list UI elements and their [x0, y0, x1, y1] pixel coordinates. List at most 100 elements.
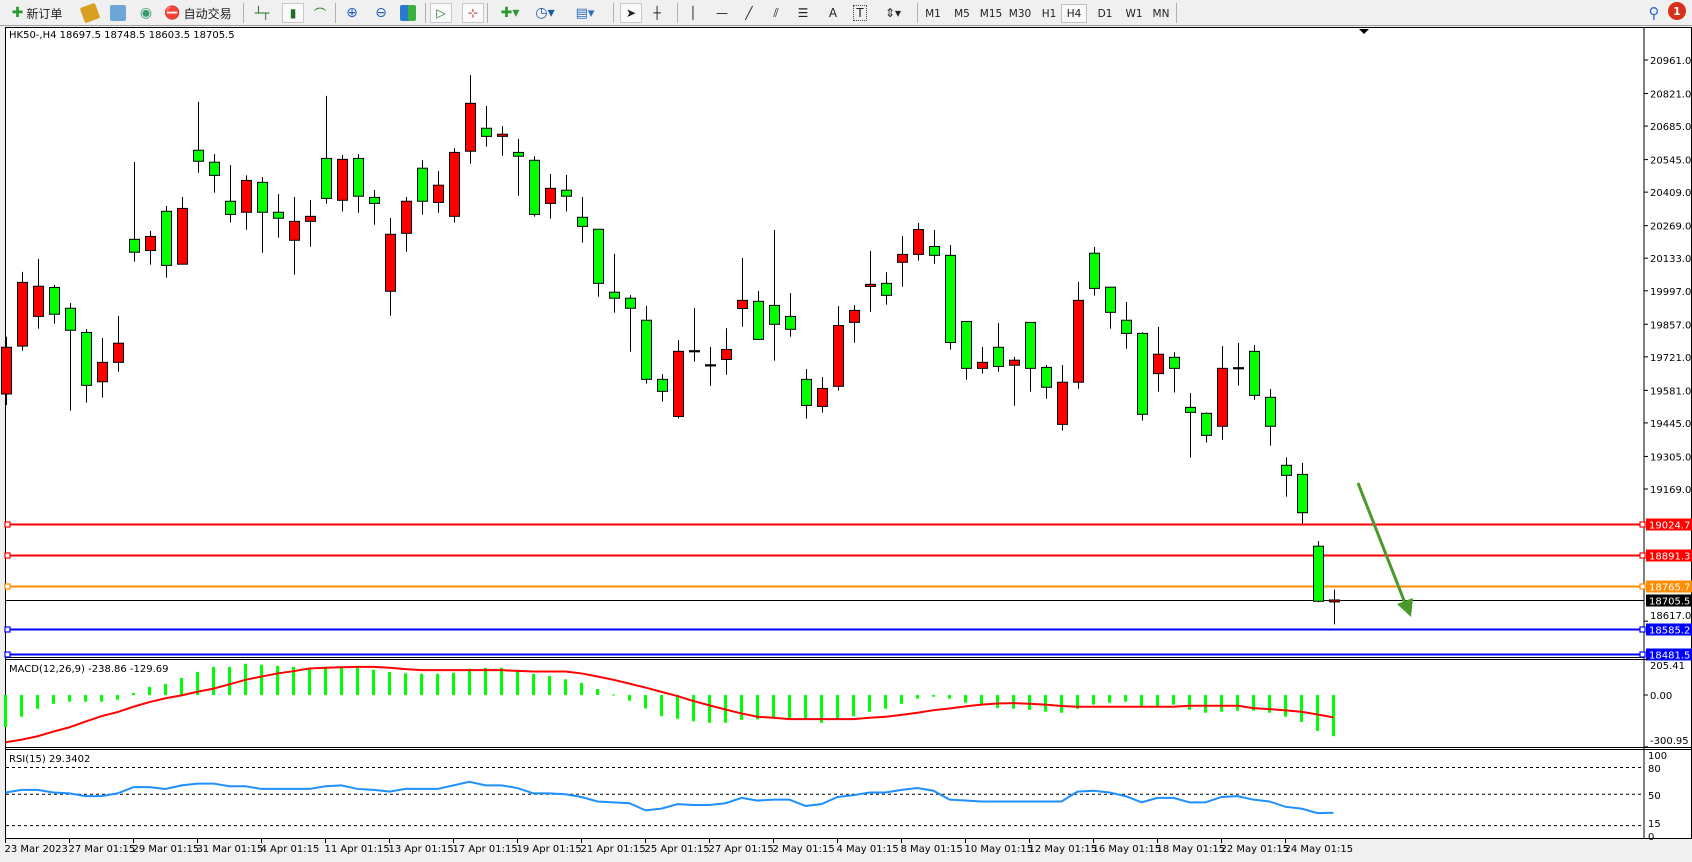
candle[interactable]	[961, 320, 972, 369]
candle[interactable]	[753, 300, 764, 340]
horizontal-line-button[interactable]: —	[712, 3, 732, 23]
timeframe-h1[interactable]: H1	[1041, 7, 1057, 20]
line-anchor-handle[interactable]	[1639, 521, 1646, 528]
templates-button[interactable]: ▤▾	[570, 3, 600, 23]
candle[interactable]	[1041, 366, 1052, 388]
candle[interactable]	[1265, 396, 1276, 427]
candle[interactable]	[1281, 464, 1292, 476]
candle[interactable]	[97, 361, 108, 383]
candle[interactable]	[465, 102, 476, 152]
candle[interactable]	[1313, 545, 1324, 602]
candle[interactable]	[737, 299, 748, 309]
candle[interactable]	[1009, 359, 1020, 366]
candle[interactable]	[1249, 350, 1260, 396]
market-watch-button[interactable]	[108, 3, 128, 23]
auto-trading-button[interactable]: ⛔ 自动交易	[162, 3, 234, 23]
candle[interactable]	[1105, 286, 1116, 313]
candle[interactable]	[1297, 473, 1308, 514]
vertical-line-button[interactable]: │	[683, 3, 703, 23]
chart-shift-button[interactable]: ⊹	[462, 3, 484, 23]
candle[interactable]	[929, 245, 940, 256]
candle[interactable]	[721, 348, 732, 360]
timeframe-d1[interactable]: D1	[1097, 7, 1113, 20]
candle[interactable]	[17, 281, 28, 347]
candle[interactable]	[65, 307, 76, 331]
candle[interactable]	[497, 133, 508, 137]
candle[interactable]	[273, 211, 284, 219]
candle[interactable]	[769, 304, 780, 325]
candle[interactable]	[1169, 356, 1180, 369]
candle[interactable]	[145, 235, 156, 252]
down-arrow-annotation[interactable]	[1356, 482, 1407, 604]
chart-window[interactable]	[5, 27, 1692, 839]
candle[interactable]	[177, 207, 188, 265]
line-anchor-handle[interactable]	[4, 626, 11, 633]
candle[interactable]	[673, 350, 684, 417]
candle[interactable]	[113, 342, 124, 363]
candle[interactable]	[1121, 319, 1132, 334]
bar-chart-button[interactable]: ┴┬	[252, 3, 272, 23]
candle[interactable]	[337, 158, 348, 201]
equidistant-channel-button[interactable]: ⫽	[766, 3, 786, 23]
trendline-button[interactable]: ╱	[739, 3, 759, 23]
candlestick-button[interactable]: ▮	[282, 3, 304, 23]
periods-button[interactable]: ◷▾	[530, 3, 560, 23]
zoom-in-button[interactable]: ⊕	[342, 3, 362, 23]
candle[interactable]	[1073, 299, 1084, 383]
candle[interactable]	[625, 297, 636, 309]
candle[interactable]	[1137, 332, 1148, 415]
candle[interactable]	[513, 151, 524, 157]
crosshair-button[interactable]: ┼	[647, 3, 667, 23]
candle[interactable]	[129, 238, 140, 253]
candle[interactable]	[545, 187, 556, 204]
candle[interactable]	[849, 309, 860, 323]
candle[interactable]	[881, 282, 892, 296]
timeframe-h4[interactable]: H4	[1061, 4, 1087, 23]
candle[interactable]	[1233, 367, 1244, 370]
candle[interactable]	[81, 331, 92, 386]
candle[interactable]	[385, 233, 396, 292]
candle[interactable]	[1329, 599, 1340, 603]
candle[interactable]	[1089, 252, 1100, 289]
line-anchor-handle[interactable]	[1639, 552, 1646, 559]
candle[interactable]	[257, 181, 268, 213]
candle[interactable]	[865, 283, 876, 287]
candle[interactable]	[913, 228, 924, 255]
line-anchor-handle[interactable]	[1639, 583, 1646, 590]
candle[interactable]	[1217, 367, 1228, 427]
candle[interactable]	[577, 216, 588, 227]
candle[interactable]	[321, 157, 332, 199]
candle[interactable]	[241, 179, 252, 213]
candle[interactable]	[641, 319, 652, 380]
timeframe-m1[interactable]: M1	[925, 7, 941, 20]
timeframe-mn[interactable]: MN	[1152, 7, 1170, 20]
candle[interactable]	[993, 346, 1004, 367]
autoscroll-button[interactable]: ▷	[430, 3, 452, 23]
candle[interactable]	[33, 285, 44, 317]
candle[interactable]	[689, 350, 700, 353]
candle[interactable]	[609, 291, 620, 299]
line-chart-button[interactable]: ⌒	[310, 3, 330, 23]
candle[interactable]	[417, 167, 428, 202]
line-anchor-handle[interactable]	[4, 521, 11, 528]
tile-windows-button[interactable]	[398, 3, 418, 23]
candle[interactable]	[705, 364, 716, 367]
candle[interactable]	[1185, 406, 1196, 413]
text-label-button[interactable]: T	[850, 3, 870, 23]
candle[interactable]	[481, 127, 492, 137]
candle[interactable]	[193, 149, 204, 162]
candle[interactable]	[225, 200, 236, 215]
fibonacci-button[interactable]: ☰	[793, 3, 813, 23]
candle[interactable]	[305, 215, 316, 222]
timeframe-m5[interactable]: M5	[954, 7, 970, 20]
candle[interactable]	[161, 210, 172, 266]
candle[interactable]	[529, 159, 540, 215]
text-button[interactable]: A	[823, 3, 843, 23]
arrows-button[interactable]: ⇕▾	[878, 3, 908, 23]
cursor-button[interactable]: ➤	[620, 3, 642, 23]
candle[interactable]	[561, 189, 572, 197]
signals-button[interactable]: ◉	[136, 3, 156, 23]
candle[interactable]	[657, 378, 668, 392]
line-anchor-handle[interactable]	[1639, 651, 1646, 658]
